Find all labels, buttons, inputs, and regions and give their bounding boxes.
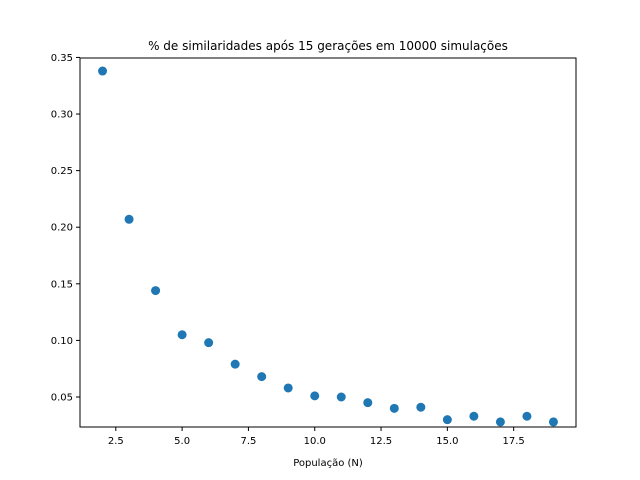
data-point-0-10 (363, 398, 373, 408)
y-tick-label: 0.35 (51, 53, 73, 64)
plot-area (80, 58, 576, 427)
x-tick-label: 2.5 (108, 436, 124, 447)
data-point-0-2 (151, 286, 161, 296)
data-point-0-16 (522, 411, 532, 421)
data-points (98, 66, 558, 427)
data-point-0-8 (310, 391, 320, 401)
y-tick-label: 0.30 (51, 110, 73, 121)
x-tick-label: 17.5 (503, 436, 525, 447)
data-point-0-15 (495, 417, 505, 427)
data-point-0-6 (257, 372, 267, 382)
x-tick-label: 5.0 (174, 436, 190, 447)
y-tick-label: 0.05 (51, 393, 73, 404)
y-tick-label: 0.25 (51, 166, 73, 177)
x-tick-label: 10.0 (304, 436, 326, 447)
data-point-0-0 (98, 66, 108, 76)
x-tick-label: 12.5 (370, 436, 392, 447)
data-point-0-3 (177, 330, 187, 340)
data-point-0-7 (283, 383, 293, 393)
plot-frame (79, 57, 577, 428)
data-point-0-11 (389, 403, 399, 413)
chart-title: % de similaridades após 15 gerações em 1… (148, 39, 508, 53)
data-point-0-12 (416, 402, 426, 412)
x-tick-label: 15.0 (436, 436, 458, 447)
data-point-0-1 (124, 214, 134, 224)
x-tick-label: 7.5 (240, 436, 256, 447)
x-axis-label: População (N) (293, 458, 363, 469)
y-axis-ticks: 0.05 0.10 0.15 0.20 0.25 0.30 0.35 (51, 53, 80, 404)
x-axis-ticks: 2.5 5.0 7.5 10.0 12.5 15.0 17.5 (108, 427, 525, 447)
data-point-0-14 (469, 411, 479, 421)
data-point-0-5 (230, 359, 240, 369)
y-tick-label: 0.20 (51, 223, 73, 234)
y-tick-label: 0.15 (51, 279, 73, 290)
y-tick-label: 0.10 (51, 336, 73, 347)
data-point-0-17 (548, 417, 558, 427)
data-point-0-13 (442, 415, 452, 425)
data-point-0-4 (204, 338, 214, 348)
data-point-0-9 (336, 392, 346, 402)
